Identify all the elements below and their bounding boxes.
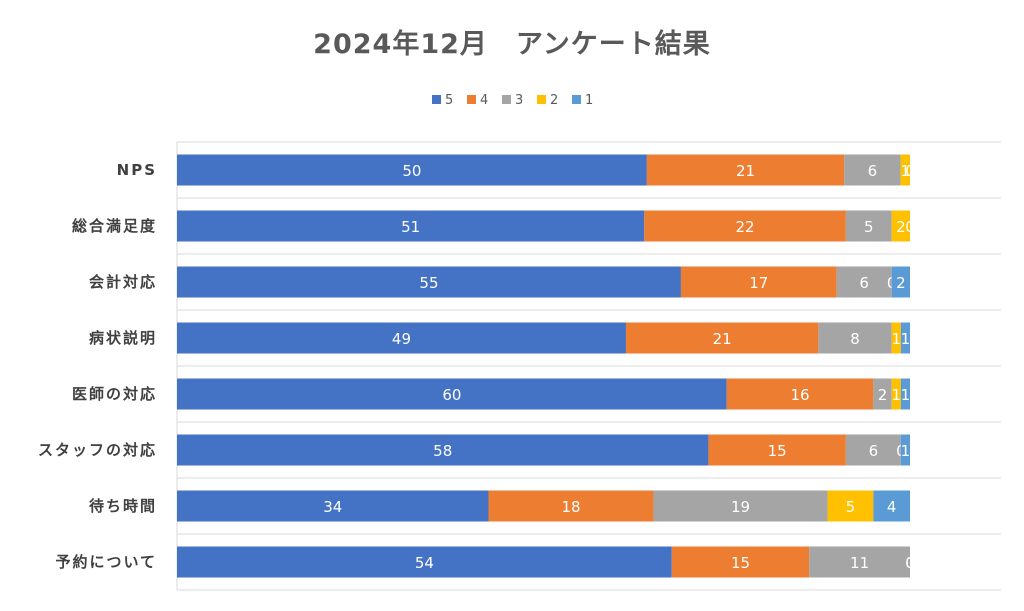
data-label: 21	[736, 162, 755, 180]
data-label: 58	[433, 442, 452, 460]
bar-1	[873, 490, 910, 522]
bar-5	[177, 322, 626, 354]
data-label: 22	[736, 218, 755, 236]
bar-5	[177, 378, 727, 410]
data-label: 2	[878, 386, 888, 404]
bar-4	[488, 490, 654, 522]
legend-label-5: 5	[445, 93, 453, 108]
bar-1	[900, 322, 910, 354]
legend-label-4: 4	[480, 93, 488, 108]
data-label: 51	[401, 218, 420, 236]
data-label: 2	[896, 274, 906, 292]
bar-2	[827, 490, 874, 522]
data-label: 1	[901, 162, 911, 180]
data-label: 5	[864, 218, 874, 236]
bar-3	[818, 322, 892, 354]
bar-5	[177, 490, 489, 522]
bar-3	[809, 546, 910, 578]
legend-swatch-5	[432, 95, 441, 104]
bar-1	[900, 378, 910, 410]
category-label: 会計対応	[89, 273, 157, 291]
data-label: 60	[442, 386, 461, 404]
chart-title: 2024年12月 アンケート結果	[313, 29, 711, 60]
data-label: 5	[846, 498, 856, 516]
bar-3	[844, 154, 901, 186]
bar-3	[845, 434, 901, 466]
data-label: 4	[887, 498, 897, 516]
data-label: 1	[891, 386, 901, 404]
data-label: 6	[868, 162, 878, 180]
data-label: 8	[850, 330, 860, 348]
data-label: 21	[713, 330, 732, 348]
data-label: 34	[323, 498, 342, 516]
bar-5	[177, 154, 647, 186]
bar-1	[900, 434, 910, 466]
bar-4	[680, 266, 837, 298]
bar-3	[653, 490, 828, 522]
data-label: 1	[901, 330, 911, 348]
category-label: 医師の対応	[72, 385, 157, 403]
bar-5	[177, 266, 681, 298]
bar-4	[671, 546, 810, 578]
bar-5	[177, 434, 709, 466]
bar-2	[891, 210, 910, 242]
category-label: 待ち時間	[89, 497, 157, 515]
data-label: 0	[905, 554, 915, 572]
data-label: 6	[859, 274, 869, 292]
category-label: スタッフの対応	[38, 441, 157, 459]
data-label: 0	[905, 162, 915, 180]
bar-2	[891, 378, 901, 410]
data-label: 1	[901, 386, 911, 404]
legend-swatch-2	[537, 95, 546, 104]
category-label: 病状説明	[89, 329, 157, 347]
legend-label-1: 1	[585, 93, 593, 108]
category-label: NPS	[117, 161, 157, 179]
data-label: 16	[791, 386, 810, 404]
data-label: 15	[731, 554, 750, 572]
data-label: 18	[561, 498, 580, 516]
bar-2	[891, 322, 901, 354]
bar-3	[873, 378, 892, 410]
legend-swatch-3	[502, 95, 511, 104]
bar-5	[177, 210, 645, 242]
data-label: 6	[869, 442, 879, 460]
data-label: 50	[402, 162, 421, 180]
data-label: 2	[896, 218, 906, 236]
bar-4	[646, 154, 845, 186]
bar-3	[845, 210, 892, 242]
data-label: 49	[392, 330, 411, 348]
bar-4	[708, 434, 846, 466]
data-label: 17	[749, 274, 768, 292]
data-label: 0	[905, 218, 915, 236]
data-label: 19	[731, 498, 750, 516]
bar-2	[900, 154, 910, 186]
bar-5	[177, 546, 672, 578]
bar-3	[836, 266, 892, 298]
data-label: 1	[891, 330, 901, 348]
bar-4	[625, 322, 819, 354]
legend-swatch-4	[467, 95, 476, 104]
data-label: 54	[415, 554, 434, 572]
data-label: 1	[901, 442, 911, 460]
bar-4	[726, 378, 874, 410]
data-label: 11	[850, 554, 869, 572]
bar-4	[644, 210, 846, 242]
category-label: 予約について	[55, 553, 157, 571]
legend-label-3: 3	[515, 93, 523, 108]
category-label: 総合満足度	[72, 217, 157, 235]
data-label: 55	[419, 274, 438, 292]
data-label: 15	[768, 442, 787, 460]
bar-1	[891, 266, 910, 298]
legend-label-2: 2	[550, 93, 558, 108]
legend-swatch-1	[572, 95, 581, 104]
data-label: 0	[905, 554, 915, 572]
